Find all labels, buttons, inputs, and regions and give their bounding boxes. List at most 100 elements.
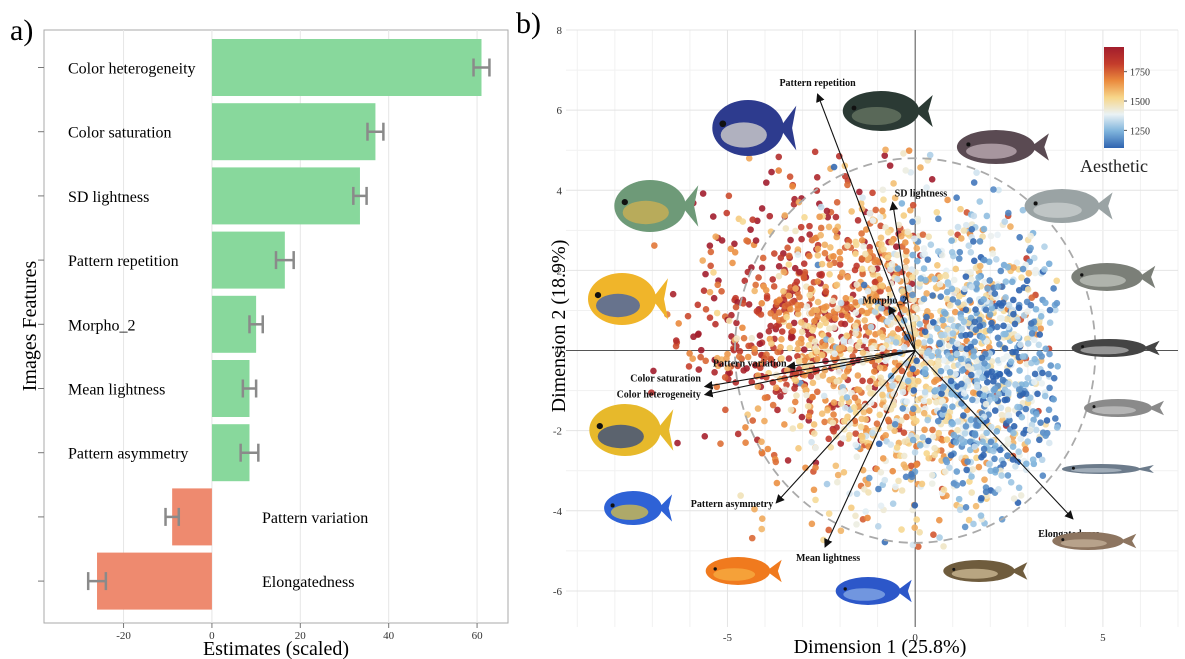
data-point (868, 345, 876, 352)
data-point (775, 272, 783, 280)
data-point (685, 363, 693, 370)
data-point (800, 260, 808, 268)
data-point (822, 342, 829, 350)
data-point (957, 355, 965, 363)
data-point (1011, 320, 1019, 328)
data-point (852, 299, 859, 306)
data-point (778, 328, 786, 335)
data-point (1004, 263, 1012, 271)
data-point (1038, 456, 1046, 464)
data-point (758, 448, 766, 456)
data-point (780, 268, 788, 276)
colorbar-tick-label: 1500 (1130, 97, 1150, 108)
data-point (836, 255, 844, 263)
data-point (1023, 460, 1030, 468)
data-point (784, 457, 792, 464)
data-point (991, 455, 998, 463)
data-point (758, 264, 766, 272)
data-point (1046, 306, 1054, 314)
data-point (854, 217, 862, 224)
data-point (921, 328, 929, 336)
data-point (895, 374, 902, 382)
data-point (898, 367, 906, 375)
panel-b-y-axis-label: Dimension 2 (18.9%) (548, 240, 570, 413)
data-point (967, 416, 975, 424)
data-point (1042, 299, 1049, 307)
data-point (864, 480, 872, 488)
data-point (751, 345, 758, 353)
data-point (836, 261, 844, 268)
panel-a-label: a) (10, 14, 33, 47)
data-point (814, 313, 821, 321)
y-tick-label: 0 (557, 346, 563, 358)
data-point (785, 252, 793, 260)
panel-b-points (648, 146, 1062, 550)
data-point (795, 445, 802, 452)
data-point (968, 226, 976, 233)
data-point (998, 302, 1005, 309)
data-point (907, 314, 915, 321)
data-point (707, 262, 714, 270)
data-point (734, 430, 742, 438)
data-point (962, 503, 970, 511)
data-point (998, 472, 1005, 479)
data-point (962, 273, 970, 280)
data-point (968, 283, 975, 291)
data-point (748, 378, 756, 386)
data-point (848, 208, 855, 215)
data-point (791, 264, 799, 272)
data-point (931, 378, 938, 385)
data-point (843, 394, 851, 401)
data-point (961, 430, 969, 437)
data-point (1019, 265, 1027, 273)
data-point (835, 368, 843, 376)
data-point (1012, 381, 1019, 388)
data-point (832, 227, 839, 234)
data-point (798, 413, 806, 421)
data-point (820, 304, 828, 311)
data-point (818, 260, 826, 268)
data-point (960, 227, 968, 234)
data-point (758, 438, 765, 446)
data-point (764, 445, 772, 453)
data-point (891, 367, 899, 374)
data-point (1031, 254, 1038, 262)
data-point (785, 322, 793, 330)
data-point (950, 276, 958, 284)
data-point (858, 265, 866, 273)
data-point (732, 379, 740, 386)
data-point (884, 228, 892, 236)
category-label: Pattern variation (262, 510, 368, 527)
data-point (968, 473, 975, 480)
data-point (1005, 388, 1012, 396)
data-point (864, 287, 872, 295)
data-point (821, 241, 829, 249)
data-point (927, 241, 935, 249)
data-point (1005, 209, 1012, 217)
vector-label: Morpho_2 (862, 295, 907, 306)
data-point (686, 350, 693, 357)
data-point (727, 245, 735, 253)
x-tick-label: 5 (1100, 632, 1106, 644)
data-point (1037, 419, 1044, 426)
data-point (1005, 380, 1012, 388)
vector-label: Mean lightness (796, 553, 860, 564)
data-point (770, 283, 778, 290)
data-point (973, 381, 981, 389)
data-point (672, 337, 680, 344)
data-point (879, 333, 886, 341)
data-point (1017, 341, 1024, 349)
data-point (728, 311, 735, 319)
data-point (768, 340, 775, 347)
data-point (983, 338, 991, 345)
data-point (897, 417, 905, 424)
data-point (979, 374, 986, 382)
data-point (943, 436, 951, 443)
data-point (913, 245, 921, 252)
data-point (954, 426, 961, 434)
data-point (1024, 308, 1031, 315)
data-point (866, 377, 874, 385)
data-point (880, 246, 887, 253)
data-point (1045, 406, 1053, 414)
data-point (1010, 264, 1017, 271)
